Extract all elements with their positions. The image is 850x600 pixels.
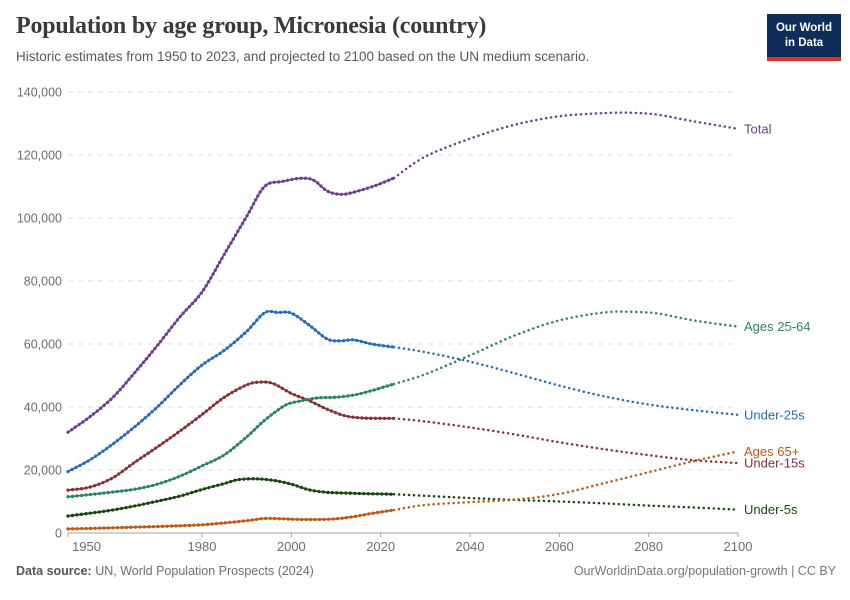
series-label-total[interactable]: Total [744,121,772,136]
owid-logo-line2: in Data [784,36,824,49]
x-tick-label-1950: 1950 [72,539,101,554]
data-source-label: Data source: [16,564,92,578]
line-projected-ages-65[interactable] [392,450,740,512]
line-historic-dots-under-25s [66,309,396,474]
line-projected-under-5s[interactable] [392,493,740,511]
series-label-under-25s[interactable]: Under-25s [744,407,805,422]
y-tick-label-120000: 120,000 [17,149,62,163]
line-historic-dots-under-15s [66,380,396,492]
line-historic-under-15s[interactable] [67,381,395,492]
line-historic-ages-65[interactable] [67,509,395,530]
series-label-ages-25-64[interactable]: Ages 25-64 [744,319,811,334]
page-title: Population by age group, Micronesia (cou… [16,13,487,39]
series-label-under-5s[interactable]: Under-5s [744,502,798,517]
series-label-under-15s[interactable]: Under-15s [744,456,805,471]
line-projected-under-15s[interactable] [392,417,740,465]
y-tick-label-80000: 80,000 [24,275,62,289]
x-tick-label-2060: 2060 [545,539,574,554]
line-projected-under-25s[interactable] [392,345,740,417]
x-tick-label-2000: 2000 [277,539,306,554]
x-tick-label-2100: 2100 [724,539,753,554]
y-tick-label-60000: 60,000 [24,338,62,352]
owid-logo-line1: Our World [775,22,832,34]
x-tick-label-2020: 2020 [366,539,395,554]
x-tick-label-2040: 2040 [456,539,485,554]
y-tick-label-140000: 140,000 [17,86,62,100]
x-tick-label-2080: 2080 [634,539,663,554]
line-historic-dots-ages-65 [66,508,396,531]
y-tick-label-100000: 100,000 [17,212,62,226]
chart-subtitle: Historic estimates from 1950 to 2023, an… [16,48,590,64]
chart-footer: Data source: UN, World Population Prospe… [16,564,836,578]
line-historic-dots-under-5s [66,477,396,518]
line-historic-dots-ages-25-64 [66,382,396,499]
owid-logo[interactable]: Our World in Data [767,14,841,61]
y-tick-label-0: 0 [55,527,62,541]
data-source-text: UN, World Population Prospects (2024) [91,564,314,578]
chart-header: Population by age group, Micronesia (cou… [16,12,746,65]
credit-link[interactable]: OurWorldinData.org/population-growth | C… [573,564,836,578]
line-historic-dots-total [66,176,396,434]
y-tick-label-40000: 40,000 [24,401,62,415]
series-label-ages-65[interactable]: Ages 65+ [744,444,799,459]
line-projected-ages-25-64[interactable] [392,310,740,386]
data-source-note: Data source: UN, World Population Prospe… [16,564,314,578]
y-tick-label-20000: 20,000 [24,464,62,478]
x-tick-label-1980: 1980 [188,539,217,554]
owid-logo-red-bar [767,56,841,61]
line-projected-total[interactable] [392,111,740,180]
